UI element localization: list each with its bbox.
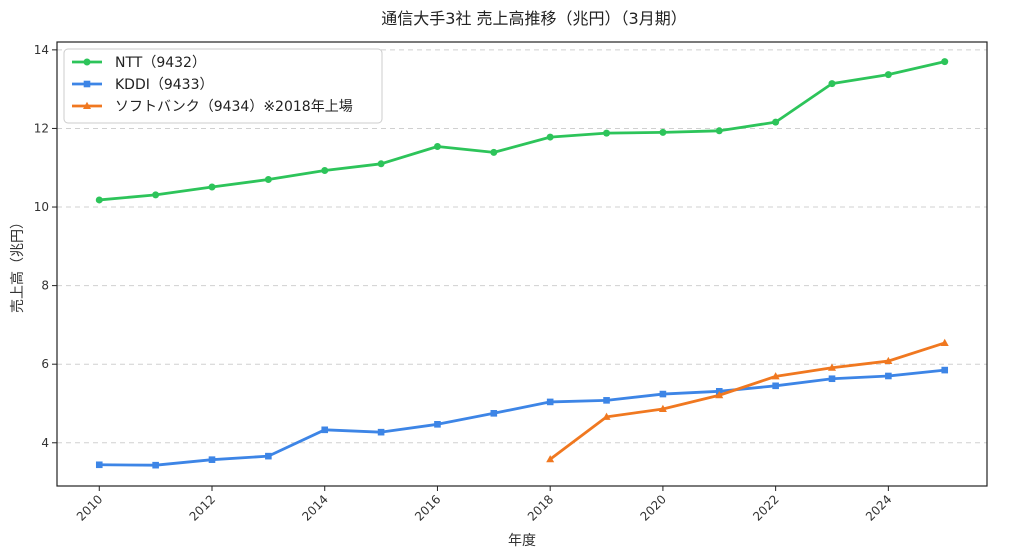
series-2 xyxy=(546,338,949,463)
legend-label: KDDI（9433） xyxy=(115,77,214,93)
data-point xyxy=(659,128,667,136)
series-layer xyxy=(95,58,949,469)
data-point xyxy=(546,398,554,406)
x-tick-label: 2012 xyxy=(187,492,218,523)
legend-item: ソフトバンク（9434）※2018年上場 xyxy=(72,99,353,115)
legend-marker xyxy=(83,80,91,88)
data-point xyxy=(490,410,498,417)
data-point xyxy=(434,421,441,428)
data-point xyxy=(95,196,103,204)
legend-marker xyxy=(83,101,91,109)
y-tick-label: 4 xyxy=(41,436,49,450)
legend: NTT（9432） KDDI（9433） ソフトバンク（9434）※2018年上場 xyxy=(63,48,383,124)
x-tick-label: 2022 xyxy=(750,492,781,523)
data-point xyxy=(603,397,610,404)
data-point xyxy=(95,461,103,469)
data-point xyxy=(715,127,723,135)
data-point xyxy=(885,372,892,380)
x-tick-label: 2014 xyxy=(299,492,330,523)
series-0 xyxy=(95,58,949,204)
data-point xyxy=(828,375,836,383)
y-axis-label: 売上高（兆円） xyxy=(9,215,26,313)
x-axis-label: 年度 xyxy=(508,533,536,549)
y-tick-label: 10 xyxy=(34,200,49,214)
data-point xyxy=(772,118,780,126)
data-point xyxy=(152,461,159,469)
data-point xyxy=(659,390,667,398)
data-point xyxy=(602,412,611,420)
series-line xyxy=(97,368,947,467)
plot-frame xyxy=(56,41,988,487)
data-point xyxy=(941,366,949,374)
data-point xyxy=(321,166,329,174)
data-point xyxy=(828,363,836,371)
data-point xyxy=(208,183,216,191)
data-point xyxy=(265,452,272,460)
y-tick-label: 12 xyxy=(34,121,49,135)
y-tick-label: 14 xyxy=(34,43,49,57)
data-point xyxy=(603,129,611,137)
data-point xyxy=(377,428,385,436)
data-point xyxy=(772,382,779,390)
x-tick-label: 2020 xyxy=(638,492,669,523)
series-1 xyxy=(95,366,949,469)
data-point xyxy=(828,80,836,88)
chart-title: 通信大手3社 売上高推移（兆円）（3月期） xyxy=(381,9,686,28)
legend-label: ソフトバンク（9434）※2018年上場 xyxy=(115,99,353,115)
data-point xyxy=(658,404,667,412)
legend-item: NTT（9432） xyxy=(72,55,206,71)
x-tick-label: 2010 xyxy=(74,492,105,523)
data-point xyxy=(940,338,949,346)
data-point xyxy=(152,191,160,199)
legend-item: KDDI（9433） xyxy=(72,77,214,93)
data-point xyxy=(546,133,554,141)
y-tick-label: 8 xyxy=(41,279,49,293)
data-point xyxy=(208,456,216,463)
x-tick-label: 2024 xyxy=(863,492,894,523)
data-point xyxy=(433,143,441,151)
data-point xyxy=(264,176,272,184)
x-tick-label: 2018 xyxy=(525,492,556,523)
data-point xyxy=(715,391,724,399)
y-tick-label: 6 xyxy=(41,357,49,371)
legend-box xyxy=(63,48,383,124)
series-line xyxy=(548,341,947,461)
data-point xyxy=(377,160,385,168)
legend-label: NTT（9432） xyxy=(115,55,206,71)
data-point xyxy=(941,58,949,66)
data-point xyxy=(884,356,893,365)
data-point xyxy=(321,426,329,434)
data-point xyxy=(884,71,892,79)
x-tick-label: 2016 xyxy=(412,492,443,523)
series-line xyxy=(97,60,947,202)
legend-marker xyxy=(83,58,91,66)
data-point xyxy=(546,455,555,463)
data-point xyxy=(771,372,780,380)
data-point xyxy=(490,148,498,156)
